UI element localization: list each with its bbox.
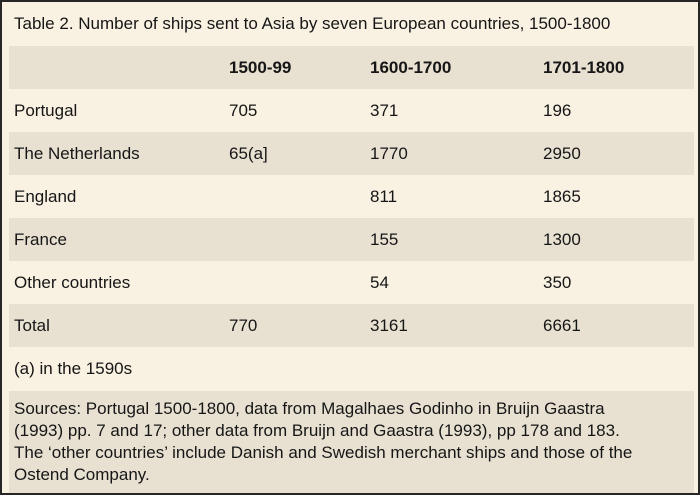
value-1701-1800: 1300 xyxy=(543,229,581,249)
table-row-total: Total 770 3161 6661 xyxy=(9,304,694,347)
row-label: The Netherlands xyxy=(14,143,140,163)
table-row-france: France 155 1300 xyxy=(9,218,694,261)
value-1600-1700: 54 xyxy=(370,272,389,292)
sources-line-4: Ostend Company. xyxy=(14,465,150,484)
value-1600-1700: 1770 xyxy=(370,143,408,163)
title-band: Table 2. Number of ships sent to Asia by… xyxy=(2,2,698,46)
table-header-row: 1500-99 1600-1700 1701-1800 xyxy=(9,46,694,89)
table-row-other-countries: Other countries 54 350 xyxy=(9,261,694,304)
table-row-netherlands: The Netherlands 65(a] 1770 2950 xyxy=(9,132,694,175)
row-label: Other countries xyxy=(14,272,131,292)
value-1600-1700: 811 xyxy=(370,186,398,206)
value-1600-1700: 3161 xyxy=(370,315,408,335)
value-1701-1800: 2950 xyxy=(543,143,581,163)
value-1600-1700: 155 xyxy=(370,229,399,249)
value-1500-99: 705 xyxy=(229,100,258,120)
value-1500-99: 65(a] xyxy=(229,143,268,163)
table-row-portugal: Portugal 705 371 196 xyxy=(9,89,694,132)
value-1701-1800: 1865 xyxy=(543,186,581,206)
footnote-text: (a) in the 1590s xyxy=(14,359,133,378)
header-1600-1700: 1600-1700 xyxy=(370,57,452,77)
header-1701-1800: 1701-1800 xyxy=(543,57,625,77)
row-label: Total xyxy=(14,315,50,335)
sources-line-3: The ‘other countries’ include Danish and… xyxy=(14,443,633,462)
sources-line-1: Sources: Portugal 1500-1800, data from M… xyxy=(14,399,605,418)
footnote-band: (a) in the 1590s xyxy=(2,347,698,391)
row-label: Portugal xyxy=(14,100,78,120)
value-1500-99: 770 xyxy=(229,315,258,335)
table-row-england: England 811 1865 xyxy=(9,175,694,218)
value-1600-1700: 371 xyxy=(370,100,399,120)
value-1701-1800: 350 xyxy=(543,272,572,292)
sources-line-2: (1993) pp. 7 and 17; other data from Bru… xyxy=(14,421,620,440)
row-label: France xyxy=(14,229,67,249)
table-title: Table 2. Number of ships sent to Asia by… xyxy=(14,14,611,33)
value-1701-1800: 196 xyxy=(543,100,572,120)
header-1500-99: 1500-99 xyxy=(229,57,292,77)
value-1701-1800: 6661 xyxy=(543,315,581,335)
sources-band: Sources: Portugal 1500-1800, data from M… xyxy=(9,391,694,493)
row-label: England xyxy=(14,186,77,206)
